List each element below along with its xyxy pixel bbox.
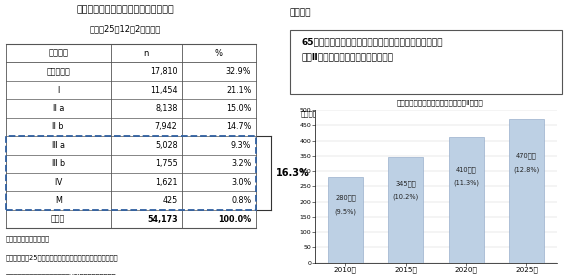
Text: 9.3%: 9.3% [231,141,251,150]
Text: 1,755: 1,755 [154,159,177,168]
Text: 280万人: 280万人 [335,194,356,201]
Text: (12.8%): (12.8%) [513,159,540,173]
Text: (11.3%): (11.3%) [453,172,479,186]
Text: 8,138: 8,138 [155,104,177,113]
Text: り方に関する調査研究事業」（三菱UFJリサーチ＆コンサル: り方に関する調査研究事業」（三菱UFJリサーチ＆コンサル [6,274,116,275]
Text: 合　計: 合 計 [51,214,65,224]
Text: 345万人: 345万人 [395,180,416,187]
Bar [389,157,423,263]
Text: 高齢者数の推計（括弧内は65歳以上人口対比）: 高齢者数の推計（括弧内は65歳以上人口対比） [392,111,488,117]
Text: n: n [144,49,149,58]
Bar [449,138,483,263]
Text: 32.9%: 32.9% [226,67,251,76]
Text: 16.3%: 16.3% [275,168,309,178]
Text: Ⅱ b: Ⅱ b [52,122,64,131]
Text: 15.0%: 15.0% [226,104,251,113]
Bar [328,177,363,263]
Text: 5,028: 5,028 [155,141,177,150]
Bar [6,136,256,210]
Text: 21.1%: 21.1% [226,86,251,95]
Text: 65歳以上高齢者のうち、「認知症高齢者の日常生活自立: 65歳以上高齢者のうち、「認知症高齢者の日常生活自立 [301,37,442,46]
Text: 度」Ⅱ以上の高齢者が増加していく。: 度」Ⅱ以上の高齢者が増加していく。 [301,52,393,61]
Text: （注）要支援者を含む。: （注）要支援者を含む。 [6,235,49,242]
Text: 1,621: 1,621 [155,178,177,187]
Text: 17,810: 17,810 [150,67,177,76]
Text: 425: 425 [162,196,177,205]
Text: 3.2%: 3.2% [231,159,251,168]
Text: （万人）: （万人） [301,110,318,117]
Bar [509,119,544,263]
Text: (10.2%): (10.2%) [392,187,419,200]
Text: 410万人: 410万人 [456,166,477,172]
Text: 【出典】平成25年度老人保健健康増進等事業「通所介護のあ: 【出典】平成25年度老人保健健康増進等事業「通所介護のあ [6,254,118,261]
Text: M: M [55,196,62,205]
Text: 14.7%: 14.7% [226,122,251,131]
Text: 【日常生活自立度別の利用登録者数】: 【日常生活自立度別の利用登録者数】 [76,6,174,15]
Text: 54,173: 54,173 [147,214,177,224]
FancyBboxPatch shape [290,30,562,94]
Text: Ⅰ: Ⅰ [57,86,59,95]
Text: 3.0%: 3.0% [231,178,251,187]
Text: 470万人: 470万人 [516,153,537,159]
Text: 11,454: 11,454 [150,86,177,95]
Text: Ⅱ a: Ⅱ a [52,104,64,113]
Text: 7,942: 7,942 [154,122,177,131]
Text: 認知症なし: 認知症なし [47,67,70,76]
Text: Ⅲ a: Ⅲ a [52,141,65,150]
Text: Ⅳ: Ⅳ [55,178,62,187]
Text: 【参考】: 【参考】 [290,8,311,17]
Text: (9.5%): (9.5%) [335,201,356,215]
Text: 0.8%: 0.8% [231,196,251,205]
Text: 要介護度: 要介護度 [48,49,68,58]
Text: （平成25年12月2日現在）: （平成25年12月2日現在） [89,25,161,34]
Text: 「認知症高齢者の日常生活自立度」Ⅱ以上の: 「認知症高齢者の日常生活自立度」Ⅱ以上の [397,99,483,106]
Text: Ⅲ b: Ⅲ b [52,159,65,168]
Text: %: % [215,49,223,58]
Text: 100.0%: 100.0% [218,214,251,224]
